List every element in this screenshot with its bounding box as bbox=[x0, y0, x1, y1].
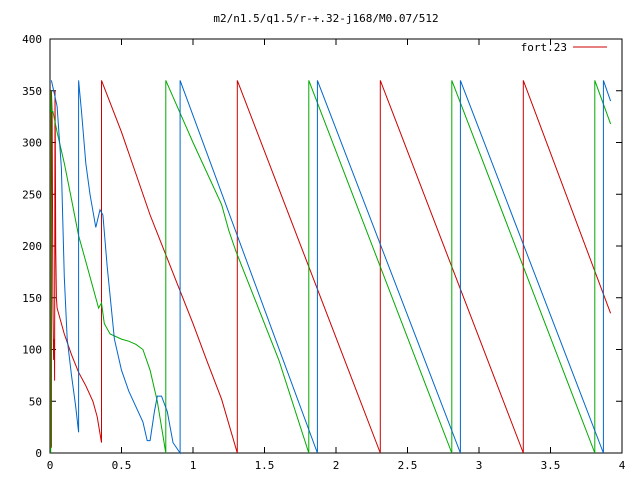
x-tick-label: 4 bbox=[619, 459, 626, 472]
chart-title: m2/n1.5/q1.5/r-+.32-j168/M0.07/512 bbox=[213, 12, 438, 25]
x-tick-label: 0.5 bbox=[112, 459, 132, 472]
series-line-3 bbox=[50, 80, 612, 455]
series-line-1 bbox=[50, 80, 612, 454]
series-line-2 bbox=[50, 80, 612, 454]
axis-ticks: 0 0.5 1 1.5 2 2.5 3 3.5 4 0 50 100 150 200 250 300 350 40… bbox=[22, 33, 626, 472]
x-tick-label: 1.5 bbox=[255, 459, 275, 472]
series-layer bbox=[50, 80, 612, 455]
y-tick-label: 0 bbox=[35, 447, 42, 460]
x-tick-label: 3 bbox=[476, 459, 483, 472]
plot-frame bbox=[49, 38, 623, 454]
x-tick-label: 2 bbox=[333, 459, 340, 472]
legend-label: fort.23 bbox=[521, 41, 567, 54]
legend: fort.23 bbox=[521, 41, 607, 54]
x-tick-label: 0 bbox=[47, 459, 54, 472]
y-tick-label: 50 bbox=[29, 395, 42, 408]
y-tick-label: 250 bbox=[22, 188, 42, 201]
y-tick-label: 300 bbox=[22, 137, 42, 150]
x-tick-label: 2.5 bbox=[398, 459, 418, 472]
y-tick-label: 100 bbox=[22, 344, 42, 357]
x-tick-label: 1 bbox=[190, 459, 197, 472]
y-tick-label: 200 bbox=[22, 240, 42, 253]
x-tick-label: 3.5 bbox=[541, 459, 561, 472]
y-tick-label: 350 bbox=[22, 85, 42, 98]
y-tick-label: 150 bbox=[22, 292, 42, 305]
y-tick-label: 400 bbox=[22, 33, 42, 46]
